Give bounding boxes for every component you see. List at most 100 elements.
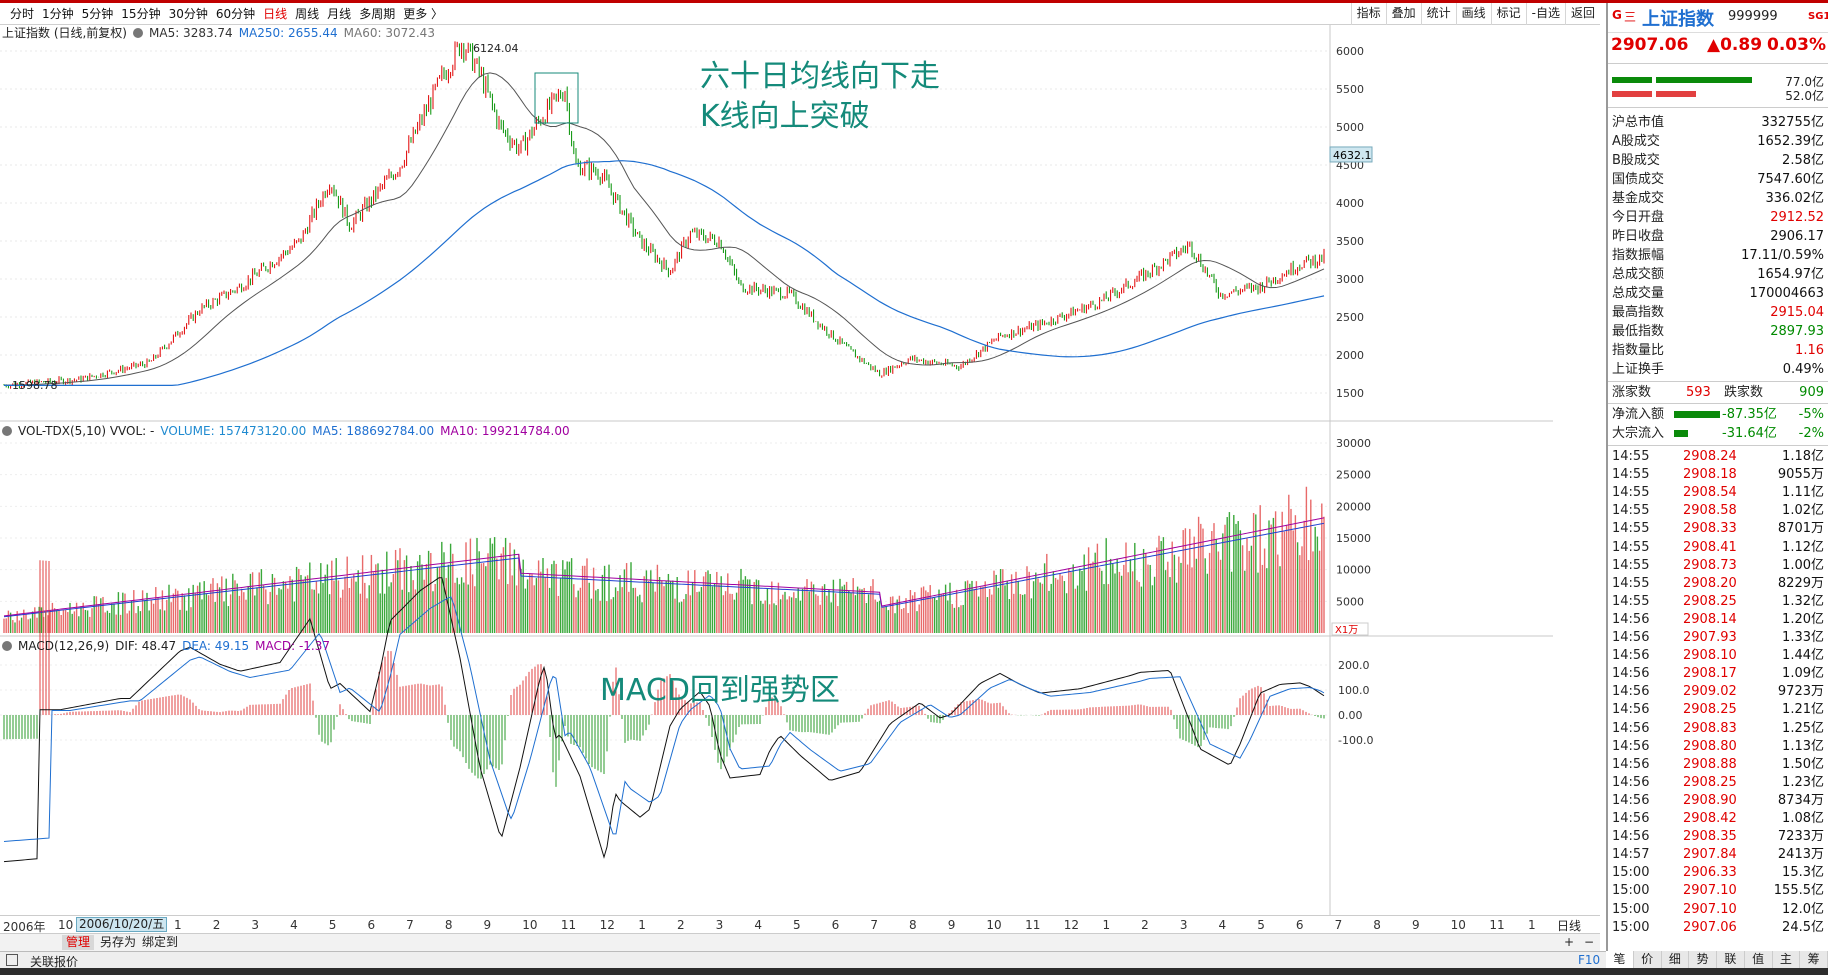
y-tick-label: 5000 — [1336, 595, 1364, 608]
stat-row: 昨日收盘 2906.17 — [1608, 227, 1828, 246]
tick-price: 2908.25 — [1683, 702, 1737, 718]
month-label: 10 — [1450, 918, 1466, 932]
y-tick-label: 10000 — [1336, 564, 1371, 577]
month-label: 1 — [1528, 918, 1536, 932]
ma5-label: MA5: 3283.74 — [149, 26, 233, 40]
tick-volume: 1.21亿 — [1782, 702, 1824, 718]
stat-label: 最低指数 — [1612, 324, 1665, 339]
month-label: 10 — [522, 918, 538, 932]
period-tab[interactable]: 1分钟 — [42, 7, 74, 21]
zoom-in-button[interactable]: + — [1564, 935, 1575, 949]
chart-canvas[interactable]: 6000550050004500400035003000250020001500… — [0, 25, 1553, 915]
stat-row: 最低指数 2897.93 — [1608, 322, 1828, 341]
stat-label: 指数量比 — [1612, 343, 1665, 358]
save-as-button[interactable]: 另存为 — [100, 935, 137, 949]
f10-button[interactable]: F10 — [1578, 953, 1601, 967]
tick-row: 14:56 2908.10 1.44亿 — [1608, 647, 1828, 665]
settings-circle-icon[interactable] — [2, 641, 12, 651]
tick-row: 14:56 2908.14 1.20亿 — [1608, 611, 1828, 629]
tick-time: 14:56 — [1612, 738, 1650, 754]
axis-period-mode[interactable]: 日线 — [1557, 919, 1582, 933]
month-label: 8 — [909, 918, 917, 932]
up-count: 593 — [1686, 385, 1711, 400]
tool-button[interactable]: -自选 — [1525, 3, 1565, 25]
zoom-out-button[interactable]: − — [1584, 935, 1595, 949]
quote-tab[interactable]: 势 — [1689, 951, 1717, 968]
y-tick-label: 20000 — [1336, 500, 1371, 513]
tick-row: 14:56 2908.35 7233万 — [1608, 828, 1828, 846]
quote-tab[interactable]: 主 — [1773, 951, 1801, 968]
stat-label: 沪总市值 — [1612, 115, 1665, 130]
month-label: 7 — [870, 918, 878, 932]
sell-volume: 52.0亿 — [1785, 89, 1824, 103]
stat-value: 2906.17 — [1770, 229, 1824, 244]
period-tab[interactable]: 15分钟 — [121, 7, 161, 21]
linked-quote-label[interactable]: 关联报价 — [30, 955, 79, 969]
tool-button[interactable]: 统计 — [1420, 3, 1456, 25]
quote-tab[interactable]: 值 — [1745, 951, 1773, 968]
stat-label: 国债成交 — [1612, 172, 1665, 187]
tick-time: 15:00 — [1612, 865, 1650, 881]
tool-button[interactable]: 叠加 — [1385, 3, 1421, 25]
period-tab[interactable]: 更多 〉 — [403, 7, 444, 21]
stat-row: 总成交量 170004663 — [1608, 284, 1828, 303]
stat-row: 最高指数 2915.04 — [1608, 303, 1828, 322]
tick-row: 14:56 2908.25 1.23亿 — [1608, 774, 1828, 792]
quote-panel: G 三 上证指数 999999 SG1 2907.06 ▲0.89 0.03% … — [1606, 3, 1828, 951]
period-tab[interactable]: 多周期 — [359, 7, 396, 21]
menu-icon[interactable]: 三 — [1624, 10, 1637, 24]
bind-to-button[interactable]: 绑定到 — [142, 935, 179, 949]
chart-tools: 指标 叠加 统计 画线 标记 -自选 返回 — [1350, 3, 1600, 25]
panel-toggle-icon[interactable] — [6, 954, 18, 966]
chart-area[interactable]: 6000 5500 5000 4500 4000 3500 3000 2500 2000 1500… — [0, 25, 1553, 940]
tick-row: 14:55 2908.20 8229万 — [1608, 575, 1828, 593]
period-tab[interactable]: 周线 — [295, 7, 320, 21]
quote-tab[interactable]: 笔 — [1606, 951, 1634, 968]
macd-chart-legend: MACD(12,26,9) DIF: 48.47 DEA: 49.15 MACD: -… — [2, 638, 336, 654]
tick-volume: 24.5亿 — [1782, 919, 1824, 935]
tick-volume: 1.02亿 — [1782, 503, 1824, 519]
period-tab[interactable]: 日线 — [263, 7, 288, 21]
tick-price: 2908.25 — [1683, 774, 1737, 790]
tick-time: 14:55 — [1612, 593, 1650, 609]
quote-tab[interactable]: 细 — [1662, 951, 1690, 968]
tool-button[interactable]: 返回 — [1564, 3, 1600, 25]
quote-tab[interactable]: 联 — [1717, 951, 1745, 968]
tool-button[interactable]: 指标 — [1350, 3, 1386, 25]
tick-volume: 1.00亿 — [1782, 557, 1824, 573]
period-tab[interactable]: 30分钟 — [168, 7, 208, 21]
tick-price: 2908.35 — [1683, 829, 1737, 845]
y-tick-label: 200.0 — [1338, 659, 1370, 672]
period-tab[interactable]: 月线 — [327, 7, 352, 21]
annotation-ma60-down: 六十日均线向下走 — [700, 59, 940, 94]
month-label: 9 — [1411, 918, 1420, 932]
tick-price: 2908.58 — [1683, 503, 1737, 519]
quote-tab[interactable]: 筹 — [1800, 951, 1828, 968]
period-tab[interactable]: 5分钟 — [81, 7, 114, 21]
tool-button[interactable]: 画线 — [1455, 3, 1491, 25]
vol-volume: VOLUME: 157473120.00 — [160, 424, 307, 438]
stat-row: A股成交 1652.39亿 — [1608, 132, 1828, 151]
stat-value: 1654.97亿 — [1757, 267, 1824, 282]
tool-button[interactable]: 标记 — [1490, 3, 1526, 25]
tick-row: 14:55 2908.73 1.00亿 — [1608, 557, 1828, 575]
dea-line — [3, 596, 1325, 842]
manage-button[interactable]: 管理 — [62, 935, 95, 950]
net-flow-pct: -5% — [1798, 407, 1824, 422]
period-tab[interactable]: 分时 — [10, 7, 35, 21]
settings-circle-icon[interactable] — [133, 28, 143, 38]
tick-price: 2908.73 — [1683, 557, 1737, 573]
tick-time: 14:56 — [1612, 702, 1650, 718]
month-label: 1 — [1102, 918, 1111, 932]
tick-time: 14:55 — [1612, 503, 1650, 519]
tick-price: 2907.10 — [1683, 901, 1737, 917]
period-tab[interactable]: 60分钟 — [215, 7, 256, 21]
quote-tab[interactable]: 价 — [1634, 951, 1662, 968]
cursor-price-label: 4632.1 — [1333, 149, 1372, 162]
settings-circle-icon[interactable] — [2, 426, 12, 436]
tick-volume: 1.13亿 — [1782, 738, 1824, 754]
tick-volume: 7233万 — [1777, 829, 1824, 845]
month-label: 4 — [290, 918, 298, 932]
month-label: 11 — [560, 918, 577, 932]
quote-tabs: 笔价细势联值主筹 — [1606, 951, 1828, 968]
